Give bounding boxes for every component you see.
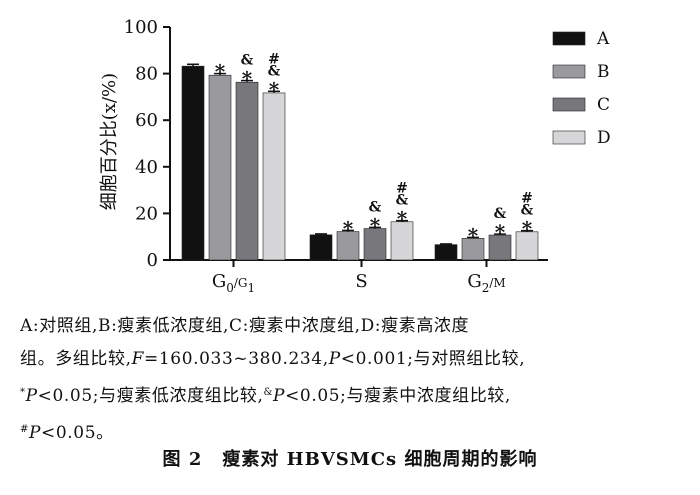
x-tick-label: G0/G1	[212, 271, 255, 295]
figure-title: 瘦素对 HBVSMCs 细胞周期的影响	[222, 449, 538, 470]
significance-mark: #	[268, 51, 280, 67]
note-text: <0.05	[41, 423, 97, 443]
y-tick-label: 80	[135, 64, 158, 85]
note-text: 。	[96, 423, 114, 443]
legend-label-A: A	[596, 29, 610, 49]
significance-mark: *	[370, 213, 381, 237]
note-p-variable: P	[328, 349, 341, 369]
significance-mark: &	[369, 199, 382, 215]
x-tick-label: G2/M	[467, 271, 505, 295]
significance-mark: &	[241, 53, 254, 69]
note-text: ;与瘦素低浓度组比较,	[92, 386, 264, 406]
y-tick-label: 60	[135, 110, 158, 131]
significance-mark: #	[521, 191, 533, 207]
significance-mark: &	[521, 203, 534, 219]
significance-mark: *	[522, 217, 533, 241]
x-tick-label: S	[355, 271, 367, 292]
y-tick-label: 40	[135, 157, 158, 178]
significance-mark: #	[396, 181, 408, 197]
y-axis-label: 细胞百分比(x/%)	[99, 73, 120, 210]
figure-caption: 图 2 瘦素对 HBVSMCs 细胞周期的影响	[0, 445, 700, 471]
legend-label-C: C	[597, 95, 610, 115]
bar-B-0	[208, 74, 232, 261]
legend-label-B: B	[597, 62, 610, 82]
note-line-4: #P<0.05。	[20, 413, 682, 450]
figure-note: A:对照组,B:瘦素低浓度组,C:瘦素中浓度组,D:瘦素高浓度 组。多组比较,F…	[20, 310, 682, 450]
bar-A-1	[309, 234, 333, 261]
significance-mark: &	[494, 206, 507, 222]
legend-swatch-D	[552, 130, 586, 145]
significance-mark: &	[268, 63, 281, 79]
note-text: 组。多组比较,	[20, 349, 132, 369]
note-star-symbol: *	[20, 387, 26, 398]
note-p-variable: P	[28, 423, 42, 443]
legend-swatch-C	[552, 97, 586, 112]
significance-mark: *	[343, 216, 354, 240]
significance-mark: *	[468, 223, 479, 247]
significance-mark: *	[269, 77, 280, 101]
note-text: =160.033~380.234,	[144, 349, 329, 369]
y-tick-label: 0	[147, 250, 158, 271]
note-f-variable: F	[131, 349, 145, 369]
note-line-1: A:对照组,B:瘦素低浓度组,C:瘦素中浓度组,D:瘦素高浓度	[20, 316, 470, 336]
bar-C-0	[235, 81, 259, 261]
y-tick-label: 100	[124, 17, 158, 38]
note-text: <0.001;与对照组比较,	[340, 349, 526, 369]
note-line-2: 组。多组比较,F=160.033~380.234,P<0.001;与对照组比较,	[20, 343, 682, 376]
note-p-variable: P	[273, 386, 286, 406]
legend-swatch-B	[552, 64, 586, 79]
note-text: ;与瘦素中浓度组比较,	[340, 386, 511, 406]
legend-swatch-A	[552, 31, 586, 46]
figure-number: 图 2	[162, 449, 203, 470]
significance-mark: *	[215, 60, 226, 84]
note-hash-symbol: #	[20, 424, 29, 435]
note-p-variable: P	[25, 386, 38, 406]
bar-A-2	[434, 244, 458, 261]
significance-mark: &	[396, 193, 409, 209]
note-text: <0.05	[37, 386, 93, 406]
bar-A-0	[181, 65, 205, 261]
significance-mark: *	[242, 67, 253, 91]
y-tick-label: 20	[135, 203, 158, 224]
note-line-3: *P<0.05;与瘦素低浓度组比较,&P<0.05;与瘦素中浓度组比较,	[20, 376, 682, 413]
bar-D-0	[262, 92, 286, 261]
significance-mark: *	[397, 207, 408, 231]
significance-mark: *	[495, 220, 506, 244]
note-text: <0.05	[285, 386, 341, 406]
note-amp-symbol: &	[263, 387, 274, 398]
legend-label-D: D	[597, 128, 611, 148]
